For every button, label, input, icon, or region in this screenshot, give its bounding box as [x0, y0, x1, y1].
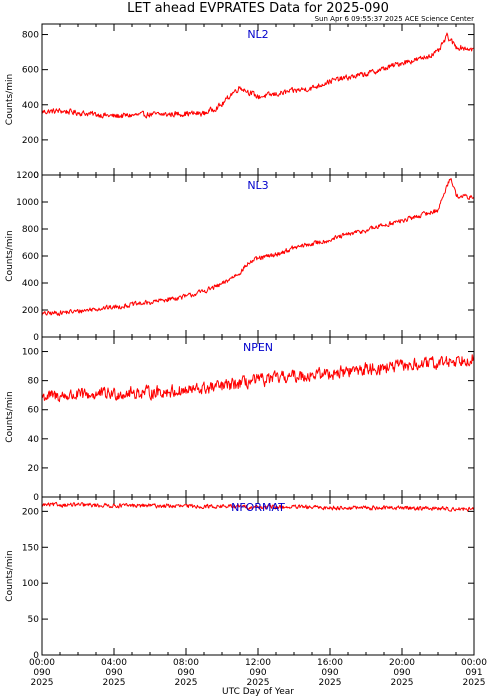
panel-frame: [41, 174, 475, 338]
x-tick-label: 2025: [319, 678, 342, 688]
timestamp-stamp: Sun Apr 6 09:55:37 2025 ACE Science Cent…: [315, 15, 475, 23]
panel-npen: 0 20 40 60 80 100 Counts/min NPEN: [5, 336, 475, 503]
x-tick-label: 08:00: [173, 658, 199, 668]
y-tick-label: 800: [22, 31, 39, 41]
x-tick-label: 090: [393, 668, 410, 678]
panel-nl3: 0 200 400 600 800 1000 1200 Counts/min NL3: [5, 171, 475, 343]
x-tick-label: 090: [177, 668, 194, 678]
y-tick-label: 1000: [16, 198, 39, 208]
x-tick-label: 00:00: [29, 658, 55, 668]
y-tick-label: 150: [22, 543, 39, 553]
x-tick-label: 2025: [175, 678, 198, 688]
y-tick-label: 600: [22, 66, 39, 76]
y-tick-label: 600: [22, 252, 39, 262]
y-tick-label: 0: [33, 333, 39, 343]
panel-frame: [41, 23, 475, 176]
x-tick-label: 16:00: [317, 658, 343, 668]
y-axis-label: Counts/min: [5, 391, 15, 442]
y-tick-label: 200: [22, 507, 39, 517]
y-tick-label: 100: [22, 348, 39, 358]
x-tick-label: 090: [249, 668, 266, 678]
series-label-npen: NPEN: [243, 341, 273, 354]
x-tick-label: 2025: [463, 678, 486, 688]
y-tick-label: 0: [33, 171, 39, 181]
y-tick-label: 20: [28, 464, 40, 474]
panel-nl2: 0 200 400 600 800 Counts/min NL2: [5, 23, 475, 181]
y-tick-label: 50: [28, 615, 40, 625]
panel-frame: [41, 336, 475, 498]
x-tick-label: 12:00: [245, 658, 271, 668]
x-tick-label: 04:00: [101, 658, 127, 668]
x-tick-label: 2025: [391, 678, 414, 688]
series-label-nl2: NL2: [247, 28, 268, 41]
series-line-npen: [41, 354, 475, 403]
x-tick-label: 091: [465, 668, 482, 678]
x-axis-label: UTC Day of Year: [222, 687, 294, 697]
y-tick-label: 400: [22, 279, 39, 289]
y-tick-label: 60: [28, 406, 40, 416]
chart-panels: 0200400600800Counts/minNL202004006008001…: [5, 23, 487, 688]
x-tick-label: 2025: [247, 678, 270, 688]
x-tick-label: 20:00: [389, 658, 415, 668]
x-tick-label: 2025: [103, 678, 126, 688]
series-label-nformat: NFORMAT: [231, 501, 285, 514]
y-tick-label: 400: [22, 101, 39, 111]
x-tick-label: 090: [105, 668, 122, 678]
y-tick-label: 80: [28, 377, 40, 387]
series-line-nl3: [41, 178, 475, 317]
y-tick-label: 40: [28, 435, 40, 445]
panel-frame: [41, 496, 475, 656]
y-tick-label: 800: [22, 225, 39, 235]
x-tick-label: 00:00: [461, 658, 487, 668]
y-axis-label: Counts/min: [5, 74, 15, 125]
y-axis-label: Counts/min: [5, 230, 15, 281]
y-tick-label: 200: [22, 306, 39, 316]
series-line-nl2: [41, 32, 475, 119]
y-axis-label: Counts/min: [5, 550, 15, 601]
y-tick-label: 0: [33, 651, 39, 661]
y-tick-label: 1200: [16, 171, 39, 181]
x-tick-label: 2025: [31, 678, 54, 688]
y-tick-label: 0: [33, 493, 39, 503]
y-tick-label: 100: [22, 579, 39, 589]
chart-title: LET ahead EVPRATES Data for 2025-090: [127, 1, 389, 16]
y-tick-label: 200: [22, 136, 39, 146]
series-label-nl3: NL3: [247, 179, 268, 192]
x-tick-label: 090: [321, 668, 338, 678]
x-tick-label: 090: [33, 668, 50, 678]
panel-nformat: 0 50 100 150 200 Counts/min NFORMAT: [5, 496, 475, 661]
